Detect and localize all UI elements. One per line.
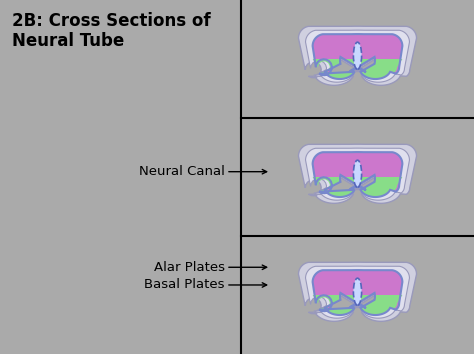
Polygon shape	[313, 270, 402, 315]
Polygon shape	[313, 34, 402, 79]
Polygon shape	[306, 30, 410, 82]
Ellipse shape	[354, 160, 362, 187]
Text: Basal Plates: Basal Plates	[145, 279, 225, 291]
Text: Neural Tube: Neural Tube	[12, 32, 124, 50]
Polygon shape	[313, 293, 402, 315]
Ellipse shape	[354, 42, 362, 69]
Polygon shape	[306, 266, 410, 318]
Polygon shape	[299, 144, 417, 203]
Polygon shape	[299, 26, 417, 85]
Text: Alar Plates: Alar Plates	[154, 261, 225, 274]
Polygon shape	[306, 148, 410, 200]
Polygon shape	[313, 57, 402, 79]
Ellipse shape	[354, 278, 362, 305]
Polygon shape	[313, 152, 402, 197]
Polygon shape	[299, 262, 417, 321]
Text: 2B: Cross Sections of: 2B: Cross Sections of	[12, 12, 210, 30]
Text: Neural Canal: Neural Canal	[139, 165, 225, 178]
Polygon shape	[313, 175, 402, 197]
